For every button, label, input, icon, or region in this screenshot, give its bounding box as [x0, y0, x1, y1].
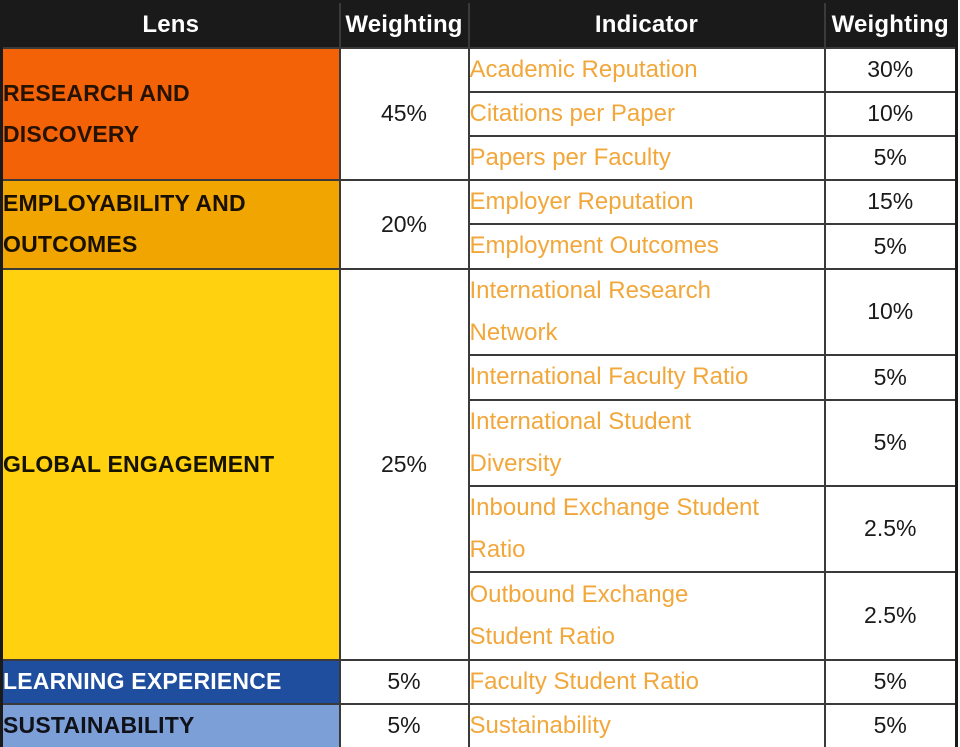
indicator-cell-outbound-exchange-student-ratio: Outbound Exchange Student Ratio	[467, 570, 826, 661]
indicator-cell-sustainability: Sustainability	[467, 702, 826, 747]
column-header-lens: Lens	[0, 0, 341, 49]
indicator-cell-international-student-diversity: International Student Diversity	[467, 398, 826, 487]
indicator-weighting-cell: 5%	[823, 398, 958, 487]
indicator-weighting-cell: 2.5%	[823, 484, 958, 573]
table-row: LEARNING EXPERIENCE 5% Faculty Student R…	[0, 658, 958, 705]
table-row: GLOBAL ENGAGEMENT 25% International Rese…	[0, 267, 958, 661]
indicator-weighting-cell: 2.5%	[823, 570, 958, 661]
indicator-weighting-cell: 10%	[823, 267, 958, 356]
column-header-indicator: Indicator	[467, 0, 826, 49]
table-row: RESEARCH AND DISCOVERY 45% Academic Repu…	[0, 46, 958, 181]
column-header-lens-weighting: Weighting	[338, 0, 470, 49]
indicator-weighting-cell: 30%	[823, 46, 958, 93]
table-row: EMPLOYABILITY AND OUTCOMES 20% Employer …	[0, 178, 958, 270]
header-row: Lens Weighting Indicator Weighting	[0, 0, 958, 49]
table-row: Outbound Exchange Student Ratio 2.5%	[2, 570, 958, 661]
lens-cell-global-engagement: GLOBAL ENGAGEMENT	[0, 267, 341, 661]
table-row: SUSTAINABILITY 5% Sustainability 5%	[0, 702, 958, 747]
indicator-cell-international-faculty-ratio: International Faculty Ratio	[467, 353, 826, 401]
table-row: International Faculty Ratio 5%	[2, 353, 958, 401]
column-header-indicator-weighting: Weighting	[823, 0, 958, 49]
indicator-weighting-cell: 10%	[823, 90, 958, 137]
indicator-cell-papers-per-faculty: Papers per Faculty	[467, 134, 826, 181]
indicator-cell-employer-reputation: Employer Reputation	[467, 178, 826, 225]
lens-cell-learning-experience: LEARNING EXPERIENCE	[0, 658, 341, 705]
indicator-weighting-cell: 5%	[823, 353, 958, 401]
lens-cell-employability-and-outcomes: EMPLOYABILITY AND OUTCOMES	[0, 178, 341, 270]
indicator-cell-international-research-network: International Research Network	[467, 267, 826, 356]
lens-weighting-cell: 5%	[338, 658, 470, 705]
indicator-weighting-cell: 15%	[823, 178, 958, 225]
indicator-cell-inbound-exchange-student-ratio: Inbound Exchange Student Ratio	[467, 484, 826, 573]
indicator-cell-citations-per-paper: Citations per Paper	[467, 90, 826, 137]
table-row: Papers per Faculty 5%	[2, 134, 958, 181]
lens-weighting-cell: 25%	[338, 267, 470, 661]
table-row: Inbound Exchange Student Ratio 2.5%	[2, 484, 958, 573]
lens-cell-sustainability: SUSTAINABILITY	[0, 702, 341, 747]
table-row: International Student Diversity 5%	[2, 398, 958, 487]
lens-weighting-cell: 5%	[338, 702, 470, 747]
lens-weighting-cell: 45%	[338, 46, 470, 181]
indicator-cell-faculty-student-ratio: Faculty Student Ratio	[467, 658, 826, 705]
table-row: Employment Outcomes 5%	[2, 222, 958, 270]
indicator-cell-employment-outcomes: Employment Outcomes	[467, 222, 826, 270]
lens-cell-research-and-discovery: RESEARCH AND DISCOVERY	[0, 46, 341, 181]
lens-weighting-cell: 20%	[338, 178, 470, 270]
indicator-cell-academic-reputation: Academic Reputation	[467, 46, 826, 93]
table-row: Citations per Paper 10%	[2, 90, 958, 137]
indicator-weighting-cell: 5%	[823, 658, 958, 705]
indicator-weighting-cell: 5%	[823, 134, 958, 181]
indicator-weighting-cell: 5%	[823, 222, 958, 270]
indicator-weighting-cell: 5%	[823, 702, 958, 747]
